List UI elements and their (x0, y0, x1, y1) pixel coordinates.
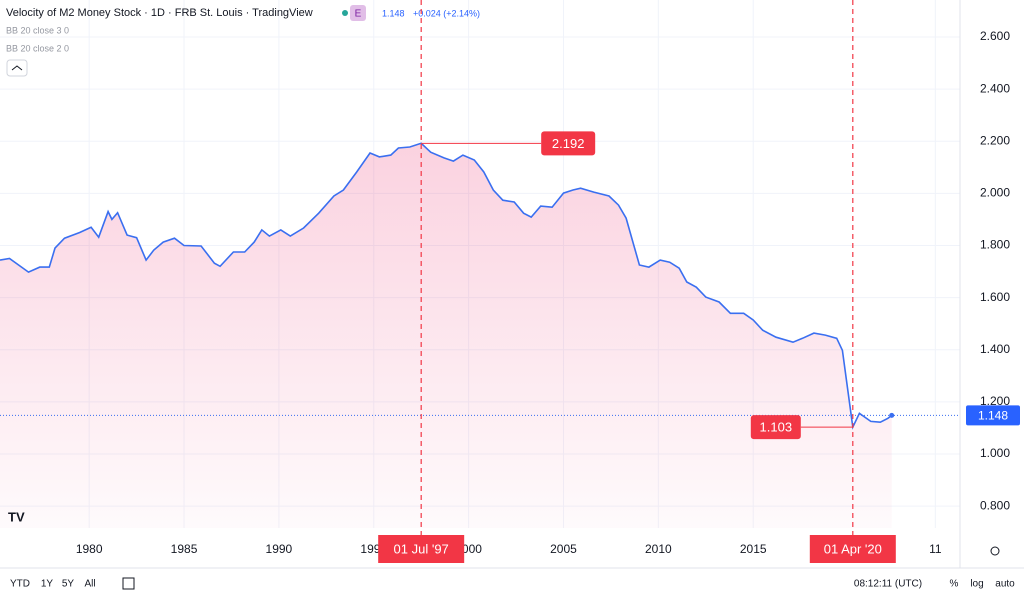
plot-area (0, 0, 960, 529)
last-point (889, 412, 895, 418)
annotation-date-box (378, 535, 465, 563)
y-tick-label: 1.400 (980, 342, 1010, 356)
y-tick-label: 0.800 (980, 498, 1010, 512)
change: +0.024 (+2.14%) (413, 8, 480, 18)
x-tick-label: 2015 (740, 542, 767, 556)
x-tick-label: 2010 (645, 542, 672, 556)
y-tick-label: 1.600 (980, 290, 1010, 304)
y-tick-label: 1.800 (980, 238, 1010, 252)
price: 1.148 (382, 8, 405, 18)
annotation-date-box (809, 535, 896, 563)
option-button[interactable]: auto (995, 579, 1015, 590)
x-tick-label: 11 (929, 542, 942, 556)
y-tick-label: 2.400 (980, 81, 1010, 95)
annotation-date: 01 Apr '20 (824, 541, 882, 556)
time: 08:12:11 (UTC) (854, 579, 922, 590)
badge: E (355, 9, 362, 20)
indicator[interactable]: BB 20 close 2 0 (6, 43, 69, 53)
range-button[interactable]: 5Y (62, 579, 75, 590)
option-button[interactable]: log (970, 579, 983, 590)
x-tick-label: 1980 (76, 542, 103, 556)
option-button[interactable]: % (950, 579, 959, 590)
chart-title: Velocity of M2 Money Stock · 1D · FRB St… (6, 7, 313, 19)
toolbar: YTD 1Y 5Y All 08:12:11 (UTC)% log auto (10, 577, 1015, 590)
annotation-value-box (541, 131, 596, 156)
x-tick-label: 1990 (266, 542, 293, 556)
last-price-label: 1.148 (978, 409, 1008, 423)
annotation-value: 2.192 (552, 136, 585, 151)
y-tick-label: 2.200 (980, 133, 1010, 147)
range-button[interactable]: YTD (10, 579, 30, 590)
collapse-icon (11, 65, 23, 71)
x-tick-label: 1985 (171, 542, 198, 556)
line (0, 142, 893, 430)
status-dot (342, 10, 348, 16)
annotation-date: 01 Jul '97 (394, 541, 449, 556)
range-button[interactable]: All (84, 579, 95, 590)
y-tick-label: 2.000 (980, 186, 1010, 200)
range-button[interactable]: 1Y (41, 579, 54, 590)
y-tick-label: 1.200 (980, 394, 1010, 408)
indicator[interactable]: BB 20 close 3 0 (6, 25, 69, 35)
logo: TV (8, 509, 25, 524)
settings-icon[interactable] (990, 546, 1000, 556)
badge-bg (350, 5, 366, 21)
x-tick-label: 2005 (550, 542, 577, 556)
annotation-value-box (750, 415, 801, 440)
annotation-value: 1.103 (760, 420, 793, 435)
last-price-box (966, 405, 1020, 426)
y-tick-label: 2.600 (980, 29, 1010, 43)
area (0, 143, 892, 529)
collapse-button[interactable] (6, 59, 28, 77)
compare-icon[interactable] (122, 577, 135, 590)
y-tick-label: 1.000 (980, 446, 1010, 460)
